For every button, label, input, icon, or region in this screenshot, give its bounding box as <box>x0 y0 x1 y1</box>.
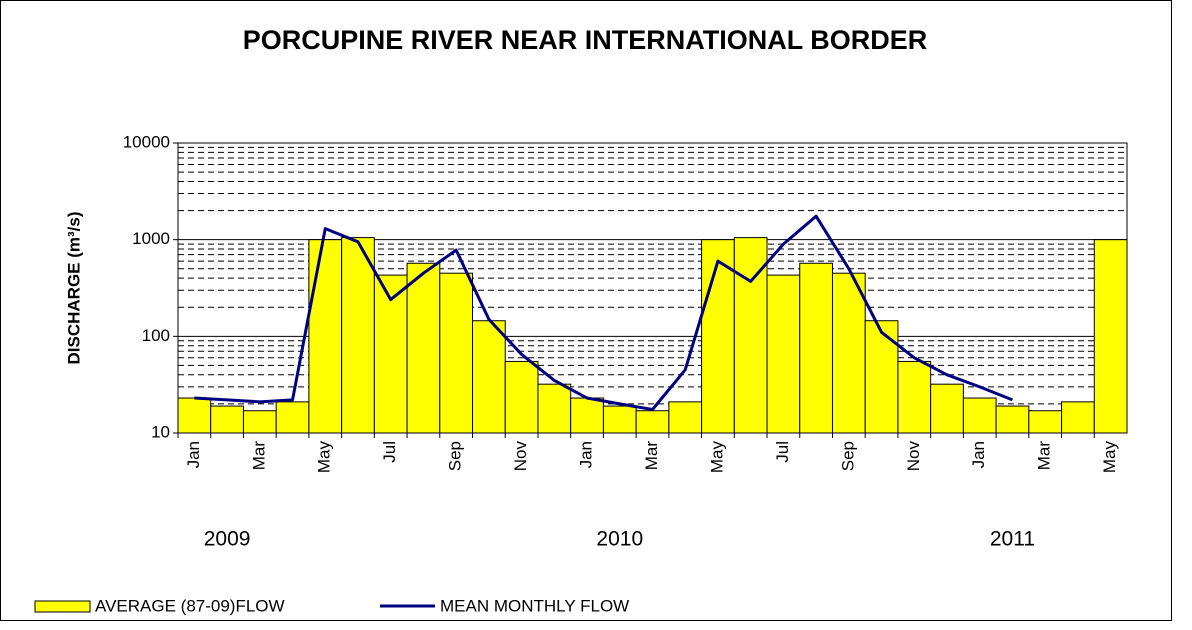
bar <box>341 237 375 434</box>
bar <box>504 360 539 434</box>
legend-swatch <box>34 600 91 613</box>
bar <box>406 262 441 434</box>
x-tick-label: May <box>707 441 726 474</box>
x-tick-label: Sep <box>838 441 857 471</box>
year-label: 2011 <box>990 528 1035 551</box>
bar <box>242 410 277 434</box>
bar <box>995 405 1030 434</box>
bar <box>439 272 474 434</box>
x-tick-label: Nov <box>511 441 530 472</box>
y-tick-label: 10000 <box>123 132 170 151</box>
bar <box>537 383 572 434</box>
bar <box>275 401 310 434</box>
bar <box>831 272 866 434</box>
bar <box>1028 410 1063 434</box>
x-tick-label: Mar <box>642 441 661 471</box>
y-tick-label: 100 <box>142 326 170 345</box>
bar <box>799 262 833 434</box>
y-tick-label: 1000 <box>132 229 170 248</box>
bar <box>570 397 604 434</box>
x-tick-label: Jan <box>184 441 203 468</box>
bar <box>1061 401 1095 434</box>
x-tick-label: May <box>315 441 334 474</box>
bar <box>210 405 244 434</box>
x-tick-label: Sep <box>446 441 465 471</box>
line <box>194 214 1014 412</box>
x-tick-label: Jul <box>773 441 792 463</box>
plot-border <box>177 142 1128 434</box>
x-tick-label: May <box>1100 441 1119 474</box>
year-label: 2009 <box>204 528 251 551</box>
bar <box>635 410 670 434</box>
bar <box>962 397 997 434</box>
y-axis-label: DISCHARGE (m³/s) <box>64 211 83 364</box>
bar <box>701 239 735 434</box>
bar <box>472 320 506 434</box>
chart-title: PORCUPINE RIVER NEAR INTERNATIONAL BORDE… <box>243 25 928 55</box>
year-label: 2010 <box>596 528 643 551</box>
bar <box>766 274 801 434</box>
bar <box>864 320 899 434</box>
x-tick-label: Jan <box>577 441 596 468</box>
legend-label: AVERAGE (87-09)FLOW <box>95 596 285 615</box>
x-tick-label: Mar <box>249 441 268 471</box>
y-tick-label: 10 <box>151 422 170 441</box>
bar <box>897 360 932 434</box>
bar <box>930 383 964 434</box>
x-tick-label: Jan <box>969 441 988 468</box>
x-tick-label: Jul <box>380 441 399 463</box>
bar <box>1093 239 1128 434</box>
legend-label: MEAN MONTHLY FLOW <box>440 596 629 615</box>
bar <box>668 401 703 434</box>
bar <box>308 239 343 434</box>
x-tick-label: Nov <box>904 441 923 472</box>
bar <box>602 405 637 434</box>
x-tick-label: Mar <box>1035 441 1054 471</box>
bar <box>177 397 212 434</box>
